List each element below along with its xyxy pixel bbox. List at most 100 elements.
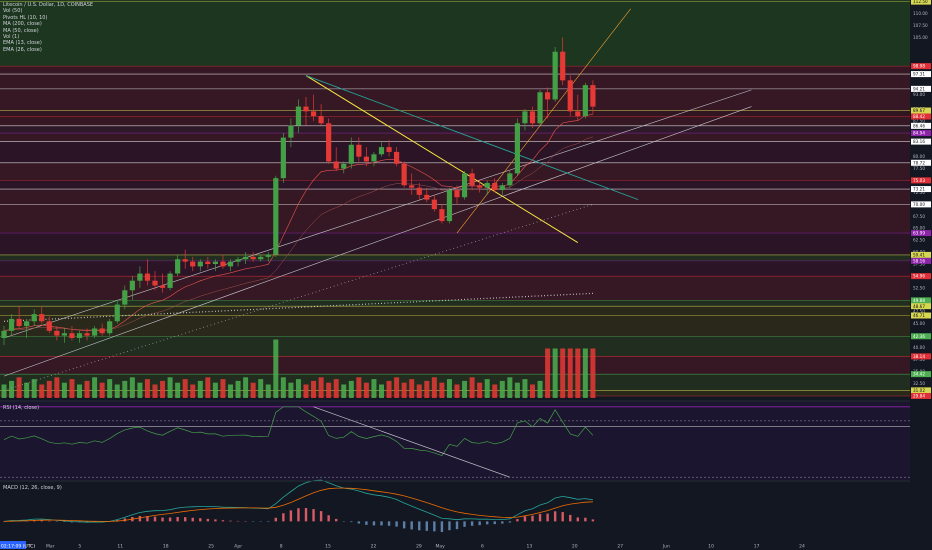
price-badge bbox=[911, 122, 931, 129]
candle-body bbox=[477, 185, 483, 188]
macd-histogram-bar bbox=[508, 521, 512, 523]
volume-bar bbox=[326, 382, 332, 398]
price-zone bbox=[0, 0, 910, 2]
indicator-label[interactable]: Pivots HL (10, 10) bbox=[3, 14, 48, 21]
macd-histogram-bar bbox=[327, 515, 330, 522]
macd-histogram-bar bbox=[138, 515, 142, 522]
rsi-trendline bbox=[313, 406, 510, 478]
time-tick-label: 15 bbox=[325, 544, 331, 550]
candle-body bbox=[454, 190, 460, 198]
volume-bar bbox=[484, 379, 490, 398]
macd-histogram-bar bbox=[455, 521, 459, 530]
time-tick-label: 10 bbox=[708, 544, 714, 550]
indicator-label[interactable]: EMA (26, close) bbox=[3, 46, 42, 53]
volume-bar bbox=[409, 379, 415, 398]
candle-body bbox=[326, 123, 332, 162]
price-badge-label: 97.31 bbox=[913, 72, 925, 77]
price-zone bbox=[0, 110, 910, 117]
candle-body bbox=[461, 173, 468, 198]
price-zone bbox=[0, 1, 910, 67]
candle-body bbox=[31, 314, 37, 322]
volume-bar bbox=[197, 380, 203, 398]
macd-histogram-bar bbox=[191, 517, 194, 522]
price-badge-label: 89.67 bbox=[913, 108, 925, 113]
candle-body bbox=[386, 147, 392, 152]
macd-histogram-bar bbox=[501, 521, 504, 524]
price-badge bbox=[911, 63, 931, 70]
candle-body bbox=[152, 280, 158, 286]
macd-histogram-bar bbox=[123, 518, 126, 522]
candle-body bbox=[190, 261, 196, 267]
price-tick-label: 93.00 bbox=[913, 92, 925, 97]
macd-histogram-bar bbox=[63, 521, 66, 522]
macd-histogram-bar bbox=[387, 521, 391, 526]
volume-bar bbox=[492, 384, 498, 398]
time-tick-label: May bbox=[436, 544, 446, 550]
volume-bar bbox=[575, 348, 581, 398]
macd-histogram-bar bbox=[199, 518, 202, 522]
macd-histogram-bar bbox=[493, 521, 496, 525]
macd-title[interactable]: MACD (12, 26, close, 9) bbox=[3, 485, 62, 491]
clock-badge bbox=[0, 541, 26, 549]
price-badge bbox=[911, 113, 931, 120]
macd-histogram-bar bbox=[516, 519, 519, 522]
volume-bar bbox=[552, 348, 558, 398]
volume-bar bbox=[446, 379, 452, 398]
price-badge-label: 38.14 bbox=[913, 354, 925, 359]
candle-body bbox=[197, 261, 203, 267]
price-badge-label: 49.88 bbox=[913, 298, 925, 303]
macd-histogram-bar bbox=[591, 519, 595, 522]
time-tick-label: 25 bbox=[208, 544, 214, 550]
candle-body bbox=[318, 116, 324, 124]
indicator-label[interactable]: Vol (50) bbox=[3, 8, 23, 15]
price-badge-label: 84.94 bbox=[913, 131, 925, 136]
price-badge-label: 46.71 bbox=[913, 313, 925, 318]
volume-bar bbox=[499, 380, 505, 398]
volume-bar bbox=[122, 380, 128, 398]
price-tick-label: 80.00 bbox=[913, 154, 925, 159]
price-badge-label: 58.16 bbox=[913, 258, 925, 263]
macd-histogram-bar bbox=[569, 514, 572, 522]
volume-bar bbox=[514, 382, 520, 398]
candle-body bbox=[122, 290, 128, 305]
rsi-pane-background bbox=[0, 402, 910, 480]
volume-bar bbox=[250, 382, 256, 398]
indicator-label[interactable]: Vol (1) bbox=[3, 34, 20, 41]
time-tick-label: 18 bbox=[163, 544, 169, 550]
price-badge bbox=[911, 387, 931, 394]
macd-histogram-bar bbox=[312, 509, 315, 522]
price-axis[interactable] bbox=[910, 0, 932, 540]
volume-bar bbox=[77, 384, 82, 398]
price-badge bbox=[911, 0, 931, 5]
price-zone bbox=[0, 300, 910, 307]
candle-body bbox=[303, 106, 309, 112]
price-badge bbox=[911, 130, 931, 137]
candle-body bbox=[220, 261, 226, 267]
candle-body bbox=[258, 256, 264, 260]
price-tick-label: 87.50 bbox=[913, 118, 925, 123]
price-tick-label: 40.00 bbox=[913, 345, 925, 350]
volume-bar bbox=[431, 377, 437, 398]
indicator-label[interactable]: MA (50, close) bbox=[3, 27, 39, 34]
price-tick-label: 52.50 bbox=[913, 285, 925, 290]
candle-body bbox=[39, 314, 45, 322]
volume-bar bbox=[379, 384, 384, 398]
macd-histogram-bar bbox=[206, 518, 210, 522]
time-axis[interactable] bbox=[0, 540, 932, 550]
candle-body bbox=[288, 125, 294, 138]
indicator-label[interactable]: EMA (13, close) bbox=[3, 40, 42, 47]
price-badge bbox=[911, 186, 931, 193]
volume-bar bbox=[243, 377, 249, 398]
candle-body bbox=[409, 185, 415, 188]
rsi-title[interactable]: RSI (14, close) bbox=[3, 405, 40, 411]
price-badge bbox=[911, 257, 931, 264]
macd-histogram-bar bbox=[176, 517, 179, 522]
indicator-label[interactable]: MA (200, close) bbox=[3, 21, 42, 28]
macd-histogram-bar bbox=[214, 519, 217, 522]
price-tick-label: 110.00 bbox=[913, 11, 928, 16]
volume-bar bbox=[205, 377, 211, 398]
candle-body bbox=[469, 173, 475, 186]
candle-body bbox=[371, 154, 377, 162]
